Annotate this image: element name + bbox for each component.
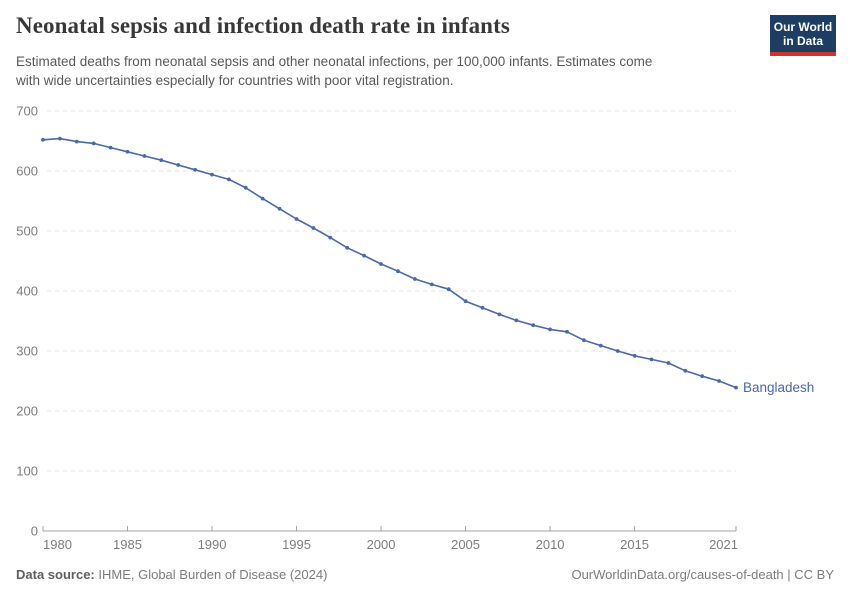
x-tick-label: 2021 (709, 537, 738, 552)
x-tick-label: 2015 (620, 537, 649, 552)
data-point[interactable] (159, 158, 164, 163)
data-point[interactable] (649, 357, 654, 362)
data-point[interactable] (413, 277, 417, 281)
data-point[interactable] (125, 149, 130, 154)
y-tick-label: 500 (16, 224, 38, 239)
data-point[interactable] (345, 245, 350, 250)
data-point[interactable] (227, 177, 231, 182)
page-title: Neonatal sepsis and infection death rate… (16, 13, 510, 38)
data-point[interactable] (74, 139, 79, 144)
y-tick-label: 100 (16, 464, 38, 479)
x-tick-label: 2000 (367, 537, 396, 552)
y-tick-label: 300 (16, 344, 38, 359)
data-point[interactable] (210, 172, 214, 177)
x-tick-label: 1990 (198, 537, 227, 552)
data-source-note: Data source: IHME, Global Burden of Dise… (16, 567, 327, 582)
data-point[interactable] (294, 217, 299, 221)
data-point[interactable] (396, 269, 400, 274)
data-point[interactable] (379, 262, 383, 266)
series-line-bangladesh[interactable] (42, 137, 737, 389)
data-source-text: IHME, Global Burden of Disease (2024) (98, 567, 328, 582)
x-tick-label: 1995 (282, 537, 311, 552)
data-point[interactable] (497, 312, 502, 317)
owid-logo-accent-bar (770, 52, 836, 56)
data-point[interactable] (108, 145, 113, 150)
data-point[interactable] (480, 305, 485, 310)
data-point[interactable] (463, 299, 468, 304)
x-tick-label: 1980 (43, 537, 72, 552)
owid-logo[interactable]: Our World in Data (770, 15, 836, 56)
data-point[interactable] (142, 154, 147, 158)
data-point[interactable] (717, 379, 721, 383)
data-point[interactable] (565, 329, 569, 334)
data-point[interactable] (176, 163, 181, 167)
subtitle-line-1: Estimated deaths from neonatal sepsis an… (16, 54, 653, 69)
data-point[interactable] (41, 137, 45, 142)
chart-subtitle: Estimated deaths from neonatal sepsis an… (16, 52, 756, 90)
data-point[interactable] (429, 282, 434, 287)
data-point[interactable] (582, 338, 586, 343)
x-tick-label: 2010 (536, 537, 565, 552)
data-point[interactable] (615, 349, 620, 353)
data-point[interactable] (531, 323, 536, 328)
data-point[interactable] (734, 385, 738, 390)
y-tick-label: 700 (16, 104, 38, 119)
data-point[interactable] (311, 226, 316, 230)
data-point[interactable] (548, 327, 552, 332)
series-end-label[interactable]: Bangladesh (743, 380, 814, 395)
y-tick-label: 600 (16, 164, 38, 179)
data-point[interactable] (446, 287, 451, 292)
data-point[interactable] (598, 343, 603, 348)
data-point[interactable] (700, 374, 705, 379)
y-tick-label: 200 (16, 404, 38, 419)
owid-logo-line-1: Our World (773, 20, 833, 34)
data-point[interactable] (243, 185, 248, 190)
data-point[interactable] (632, 353, 637, 358)
data-point[interactable] (666, 361, 671, 365)
data-point[interactable] (193, 167, 198, 172)
chart-footer: Data source: IHME, Global Burden of Dise… (16, 567, 834, 582)
data-point[interactable] (58, 136, 62, 141)
data-point[interactable] (260, 196, 265, 201)
data-point[interactable] (91, 141, 96, 146)
y-tick-label: 400 (16, 284, 38, 299)
data-point[interactable] (514, 318, 519, 323)
data-point[interactable] (328, 235, 333, 240)
owid-logo-line-2: in Data (782, 34, 823, 48)
data-point[interactable] (277, 206, 282, 211)
x-tick-label: 1985 (113, 537, 142, 552)
y-tick-label: 0 (31, 524, 38, 539)
data-source-label: Data source: (16, 567, 95, 582)
x-tick-label: 2005 (451, 537, 480, 552)
data-point[interactable] (362, 253, 366, 258)
data-point[interactable] (683, 368, 688, 373)
owid-logo-text: Our World in Data (770, 15, 836, 52)
credit-link[interactable]: OurWorldinData.org/causes-of-death | CC … (571, 567, 834, 582)
subtitle-line-2: with wide uncertainties especially for c… (16, 73, 454, 88)
